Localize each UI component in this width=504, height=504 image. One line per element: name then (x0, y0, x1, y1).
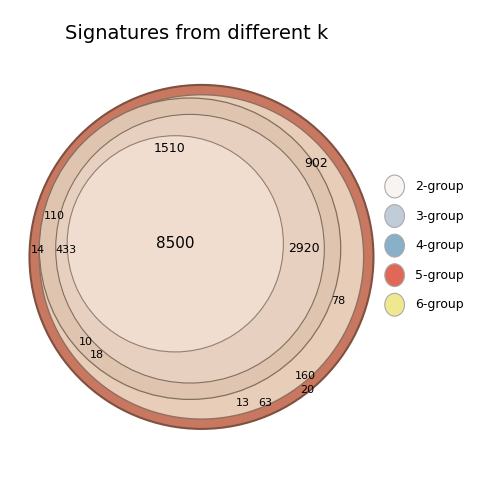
Text: 78: 78 (331, 296, 345, 306)
Text: 902: 902 (304, 157, 329, 170)
Circle shape (385, 264, 405, 287)
Title: Signatures from different k: Signatures from different k (65, 24, 328, 43)
Text: 110: 110 (44, 211, 65, 221)
Text: 13: 13 (235, 398, 249, 408)
Text: 14: 14 (31, 245, 45, 256)
Text: 5-group: 5-group (415, 269, 464, 282)
Text: 63: 63 (259, 398, 272, 408)
Text: 18: 18 (90, 350, 104, 360)
Text: 8500: 8500 (156, 236, 195, 251)
Text: 10: 10 (79, 337, 93, 347)
Text: 6-group: 6-group (415, 298, 464, 311)
Text: 3-group: 3-group (415, 210, 464, 223)
Circle shape (385, 234, 405, 257)
Circle shape (29, 85, 373, 429)
Text: 160: 160 (295, 371, 316, 382)
Text: 4-group: 4-group (415, 239, 464, 252)
Circle shape (385, 175, 405, 198)
Text: 2-group: 2-group (415, 180, 464, 193)
Circle shape (39, 95, 363, 419)
Circle shape (385, 293, 405, 316)
Text: 20: 20 (300, 385, 314, 395)
Circle shape (56, 114, 325, 383)
Circle shape (385, 205, 405, 227)
Text: 2920: 2920 (288, 242, 320, 255)
Text: 1510: 1510 (154, 142, 185, 155)
Text: 433: 433 (56, 245, 77, 256)
Circle shape (39, 98, 341, 399)
Circle shape (67, 136, 283, 352)
